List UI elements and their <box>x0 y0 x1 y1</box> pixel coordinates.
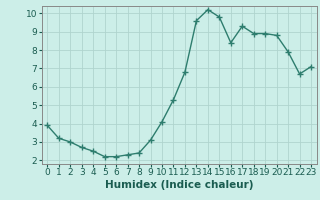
X-axis label: Humidex (Indice chaleur): Humidex (Indice chaleur) <box>105 180 253 190</box>
